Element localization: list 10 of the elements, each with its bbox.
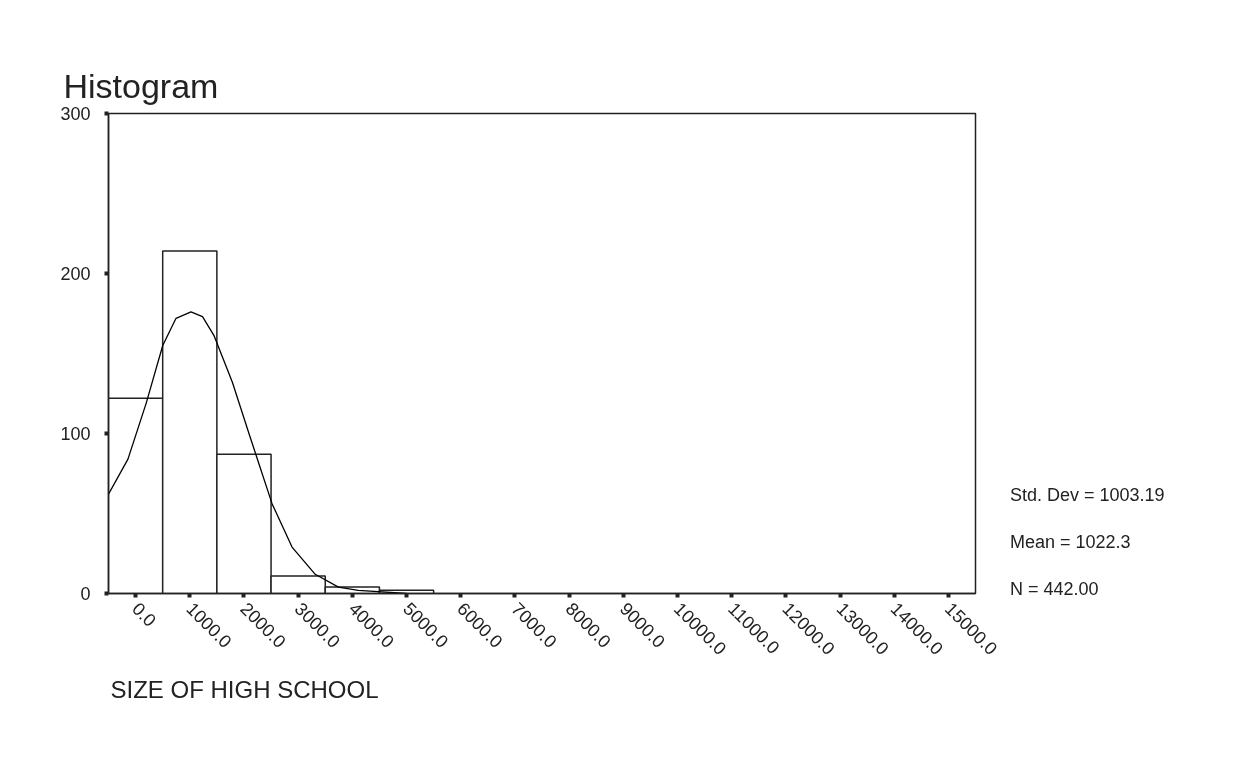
text: Mean = 1022.3 [1010, 532, 1131, 552]
text: Std. Dev = 1003.19 [1010, 485, 1165, 505]
x-tick-label: 0.0 [128, 598, 161, 631]
y-tick-label: 100 [60, 424, 91, 444]
text: N = 442.00 [1010, 579, 1099, 599]
chart-title: Histogram [63, 66, 219, 105]
y-tick-label: 0 [80, 584, 91, 604]
y-tick-label: 200 [60, 264, 91, 284]
x-axis-title: SIZE OF HIGH SCHOOL [110, 675, 379, 703]
y-tick-label: 300 [60, 104, 91, 124]
